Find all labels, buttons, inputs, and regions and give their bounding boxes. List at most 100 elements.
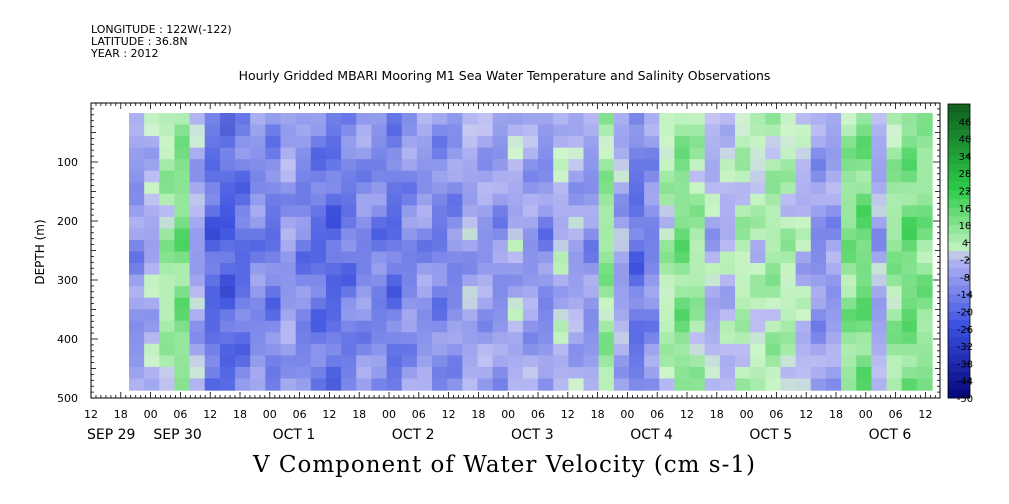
colorbar-tick-label: 40	[959, 135, 972, 146]
x-date-label: OCT 4	[630, 427, 673, 443]
colorbar-tick-label: -44	[957, 377, 973, 388]
colorbar-swatch	[948, 173, 970, 183]
x-hour-tick-label: 00	[740, 408, 754, 421]
colorbar-swatch	[948, 233, 970, 243]
year-label: YEAR : 2012	[91, 47, 159, 60]
x-hour-tick-label: 00	[501, 408, 515, 421]
colorbar-swatch	[948, 268, 970, 278]
x-hour-tick-label: 18	[829, 408, 843, 421]
x-hour-tick-label: 06	[889, 408, 903, 421]
colorbar-swatch	[948, 242, 970, 252]
colorbar-tick-label: -14	[957, 290, 973, 301]
colorbar-swatch	[948, 337, 970, 347]
colorbar-swatch	[948, 104, 970, 114]
colorbar-swatch	[948, 363, 970, 373]
x-date-label: SEP 30	[153, 427, 201, 443]
colorbar-frame	[947, 103, 971, 399]
y-axis-label: DEPTH (m)	[33, 219, 47, 284]
colorbar-swatch	[948, 259, 970, 269]
colorbar-tick-label: 16	[959, 204, 972, 215]
x-hour-tick-label: 12	[680, 408, 694, 421]
colorbar-swatch	[948, 147, 970, 157]
colorbar-tick-label: 10	[959, 221, 972, 232]
colorbar-tick-label: 22	[959, 187, 972, 198]
x-hour-tick-label: 06	[769, 408, 783, 421]
x-hour-tick-label: 18	[233, 408, 247, 421]
x-hour-tick-label: 00	[144, 408, 158, 421]
y-tick-label: 100	[57, 156, 78, 169]
colorbar-swatch	[948, 181, 970, 191]
x-hour-tick-label: 06	[650, 408, 664, 421]
colorbar-tick-label: 28	[959, 169, 972, 180]
colorbar-tick-label: 34	[959, 152, 972, 163]
colorbar-swatch	[948, 190, 970, 200]
colorbar-swatch	[948, 121, 970, 131]
x-date-label: OCT 1	[273, 427, 316, 443]
chart-title: Hourly Gridded MBARI Mooring M1 Sea Wate…	[238, 68, 771, 83]
x-axis-ticks: 12 18 00 06 12 18 00 06 12 18 00 06 12 18 00 06 12 18 00 06…	[84, 103, 936, 443]
colorbar-swatch	[948, 285, 970, 295]
x-date-label: SEP 29	[87, 427, 135, 443]
colorbar-tick-label: -38	[957, 359, 973, 370]
x-date-label: OCT 6	[869, 427, 912, 443]
colorbar-swatch	[948, 311, 970, 321]
colorbar-swatch	[948, 294, 970, 304]
colorbar-tick-label: -2	[960, 256, 970, 267]
colorbar-tick-label: -8	[960, 273, 970, 284]
colorbar-swatch	[948, 112, 970, 122]
colorbar-swatch	[948, 320, 970, 330]
colorbar-swatch	[948, 216, 970, 226]
colorbar-tick-label: -20	[957, 308, 973, 319]
x-hour-tick-label: 12	[322, 408, 336, 421]
x-hour-tick-label: 00	[620, 408, 634, 421]
x-hour-tick-label: 18	[352, 408, 366, 421]
y-tick-label: 300	[57, 274, 78, 287]
x-hour-tick-label: 18	[114, 408, 128, 421]
x-date-label: OCT 2	[392, 427, 435, 443]
colorbar-swatch	[948, 207, 970, 217]
colorbar: 46 40 34 28 22 16 10 4 -2 -8 -14 -20 -26 -32 -38 -44 -50	[947, 103, 973, 405]
x-hour-tick-label: 12	[561, 408, 575, 421]
y-tick-label: 500	[57, 392, 78, 405]
variable-caption: V Component of Water Velocity (cm s-1)	[253, 452, 756, 478]
colorbar-swatch	[948, 251, 970, 261]
latitude-label: LATITUDE : 36.8N	[91, 35, 188, 48]
x-hour-tick-label: 06	[173, 408, 187, 421]
colorbar-swatch	[948, 129, 970, 139]
x-hour-tick-label: 12	[799, 408, 813, 421]
x-hour-tick-label: 12	[84, 408, 98, 421]
longitude-label: LONGITUDE : 122W(-122)	[91, 23, 232, 36]
x-date-label: OCT 3	[511, 427, 554, 443]
x-hour-tick-label: 12	[203, 408, 217, 421]
x-hour-tick-label: 12	[918, 408, 932, 421]
x-hour-tick-label: 12	[442, 408, 456, 421]
y-axis: 100 200 300 400 500	[57, 102, 940, 405]
colorbar-swatch	[948, 346, 970, 356]
colorbar-swatch	[948, 138, 970, 148]
x-hour-tick-label: 06	[293, 408, 307, 421]
colorbar-swatch	[948, 164, 970, 174]
colorbar-tick-label: -32	[957, 342, 973, 353]
y-tick-label: 200	[57, 215, 78, 228]
colorbar-swatch	[948, 389, 970, 399]
colorbar-swatch	[948, 199, 970, 209]
colorbar-swatch	[948, 328, 970, 338]
colorbar-swatch	[948, 380, 970, 390]
x-hour-tick-label: 06	[531, 408, 545, 421]
x-hour-tick-label: 06	[412, 408, 426, 421]
colorbar-swatch	[948, 354, 970, 364]
x-hour-tick-label: 18	[591, 408, 605, 421]
colorbar-swatch	[948, 302, 970, 312]
colorbar-tick-label: -50	[957, 394, 973, 405]
x-date-label: OCT 5	[749, 427, 792, 443]
colorbar-swatch	[948, 372, 970, 382]
colorbar-tick-label: -26	[957, 325, 973, 336]
x-hour-tick-label: 00	[859, 408, 873, 421]
colorbar-tick-label: 4	[962, 238, 968, 249]
colorbar-swatch	[948, 225, 970, 235]
heatmap-shading	[129, 113, 932, 390]
x-hour-tick-label: 18	[471, 408, 485, 421]
x-hour-tick-label: 00	[382, 408, 396, 421]
colorbar-tick-label: 46	[959, 117, 972, 128]
